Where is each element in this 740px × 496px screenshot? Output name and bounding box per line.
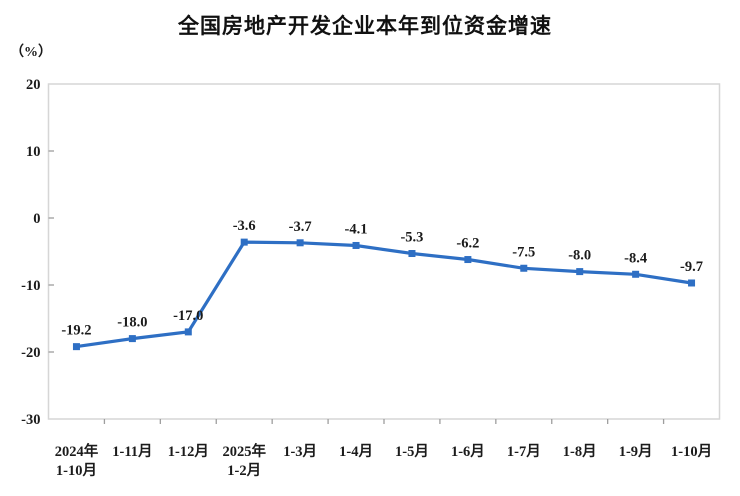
data-point-marker (128, 335, 136, 343)
data-point-label: -5.3 (400, 230, 423, 246)
x-axis-label: 1-8月 (563, 443, 597, 460)
x-axis-label: 1-12月 (168, 443, 209, 460)
y-axis-tick-label: -30 (21, 412, 40, 428)
data-point-marker (520, 264, 528, 272)
x-axis-label: 2024年 (55, 442, 99, 460)
x-axis-label: 1-6月 (451, 443, 485, 460)
data-point-marker (240, 238, 248, 246)
data-point-marker (72, 343, 80, 351)
data-point-marker (408, 250, 416, 258)
data-point-marker (464, 256, 472, 264)
data-point-label: -3.6 (233, 218, 256, 234)
data-point-marker (352, 241, 360, 249)
y-axis-tick-label: -10 (21, 278, 40, 294)
data-point-marker (688, 279, 696, 287)
y-axis-tick-label: 0 (33, 211, 40, 227)
x-axis-label: 1-9月 (619, 443, 653, 460)
y-axis-tick-label: 10 (26, 144, 41, 160)
y-axis-tick-label: -20 (21, 345, 40, 361)
x-axis-label: 1-10月 (671, 443, 712, 460)
x-axis-label: 1-10月 (56, 462, 97, 479)
y-axis-tick-label: 20 (26, 77, 41, 93)
data-point-label: -9.7 (680, 259, 703, 275)
data-point-label: -8.0 (568, 248, 591, 264)
x-axis-label: 1-11月 (112, 443, 152, 460)
data-point-label: -4.1 (345, 221, 368, 237)
x-axis-label: 1-5月 (395, 443, 429, 460)
data-point-label: -8.4 (624, 250, 647, 266)
data-point-marker (576, 268, 584, 276)
data-point-label: -3.7 (289, 219, 312, 235)
x-axis-label: 1-2月 (227, 462, 261, 479)
x-axis-label: 1-3月 (283, 443, 317, 460)
x-axis-label: 1-7月 (507, 443, 541, 460)
data-line (74, 240, 694, 349)
data-point-label: -18.0 (117, 315, 147, 331)
x-axis-label: 2025年 (222, 442, 266, 460)
data-point-marker (296, 239, 304, 247)
y-axis-unit-label: （%） (10, 45, 52, 60)
x-axis-label: 1-4月 (339, 443, 373, 460)
plot-border (47, 83, 721, 420)
data-point-marker (632, 270, 640, 278)
data-point-label: -7.5 (512, 244, 535, 260)
chart-title: 全国房地产开发企业本年到位资金增速 (178, 15, 552, 38)
data-point-label: -19.2 (61, 323, 91, 339)
data-point-marker (184, 328, 192, 336)
data-point-label: -17.0 (173, 308, 203, 324)
data-point-label: -6.2 (456, 236, 479, 252)
